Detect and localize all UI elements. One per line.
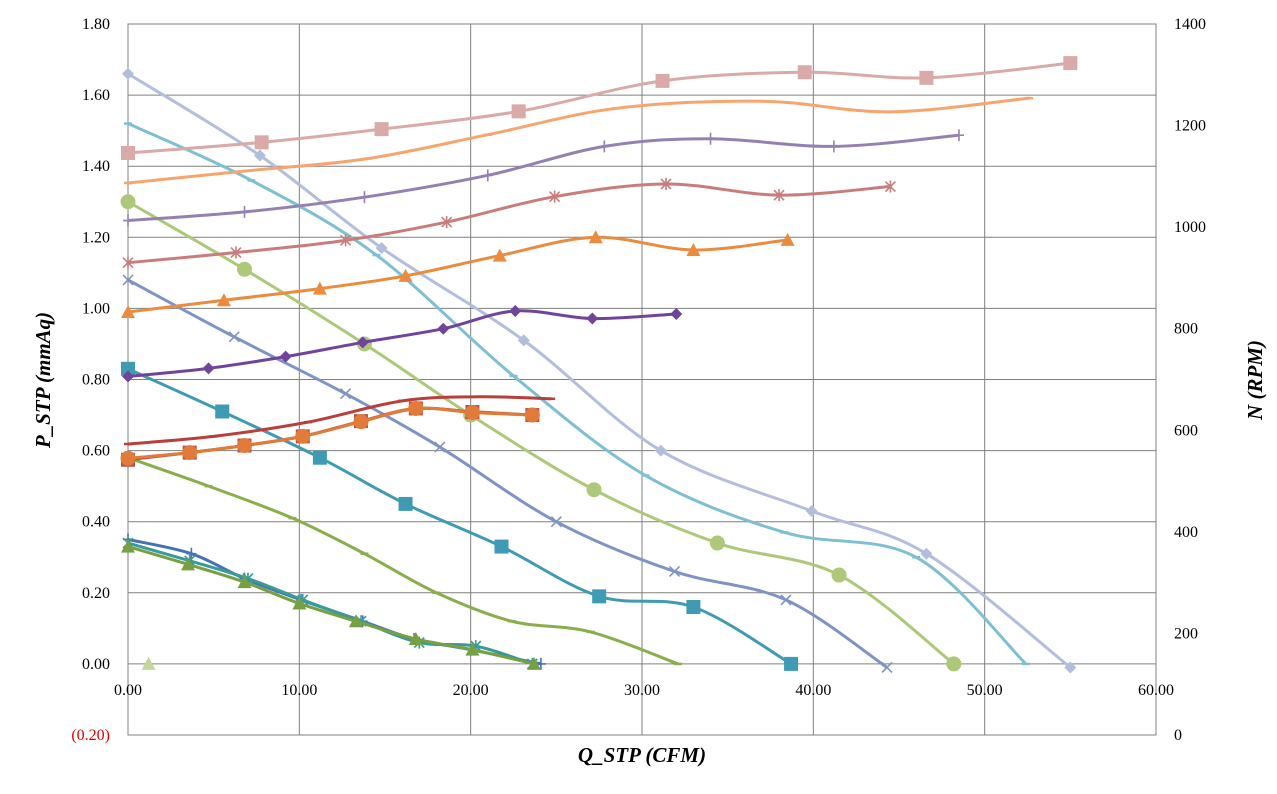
data-point — [359, 191, 369, 203]
data-point — [686, 600, 700, 614]
data-point — [123, 215, 133, 227]
data-point — [586, 313, 598, 325]
plot-area — [121, 56, 1078, 673]
y2-tick-label: 1000 — [1174, 219, 1206, 236]
y-axis-title: P_STP (mmAq) — [31, 312, 55, 449]
y-tick-label: 1.20 — [82, 229, 110, 246]
chart: (0.20) 0.00 0.20 0.40 0.60 0.80 1.00 1.20 1.40 1.… — [0, 0, 1277, 794]
data-point — [710, 536, 725, 551]
data-point — [525, 408, 540, 423]
x-axis-title: Q_STP (CFM) — [578, 743, 706, 767]
x-tick-label: 30.00 — [624, 682, 660, 699]
y2-tick-label: 1200 — [1174, 118, 1206, 135]
data-point — [408, 401, 423, 416]
x-tick-label: 40.00 — [795, 682, 831, 699]
grid — [128, 24, 1156, 735]
y-tick-label: 1.40 — [82, 158, 110, 175]
y2-tick-label: 400 — [1174, 524, 1198, 541]
data-point — [229, 332, 239, 342]
data-point — [203, 362, 215, 374]
data-point — [1063, 56, 1077, 70]
data-point — [399, 497, 413, 511]
data-point — [512, 104, 526, 118]
series-line — [128, 397, 551, 444]
data-point — [656, 74, 670, 88]
y2-tick-label: 0 — [1174, 727, 1182, 744]
data-point — [784, 657, 798, 671]
series-N4 — [123, 178, 895, 269]
x-tick-label: 20.00 — [453, 682, 489, 699]
series-line — [128, 74, 1070, 668]
series-N7 — [124, 397, 555, 444]
y-tick-label: 0.20 — [82, 585, 110, 602]
data-point — [592, 589, 606, 603]
y2-tick-label: 600 — [1174, 422, 1198, 439]
y-tick-label: 1.00 — [82, 300, 110, 317]
data-point — [946, 656, 961, 671]
data-point — [341, 389, 351, 399]
y-tick-label: 0.00 — [82, 656, 110, 673]
data-point — [798, 65, 812, 79]
data-point — [237, 262, 252, 277]
data-point — [313, 451, 327, 465]
y-tick-label: 0.40 — [82, 514, 110, 531]
data-point — [806, 505, 818, 517]
data-point — [121, 146, 135, 160]
y-tick-label: 0.80 — [82, 372, 110, 389]
data-point — [465, 405, 480, 420]
data-point — [495, 540, 509, 554]
data-point — [670, 308, 682, 320]
y2-tick-label: 200 — [1174, 625, 1198, 642]
data-point — [375, 122, 389, 136]
data-point — [509, 305, 521, 317]
series-P1 — [122, 68, 1076, 674]
data-point — [182, 445, 197, 460]
data-point — [215, 404, 229, 418]
data-point — [121, 451, 136, 466]
data-point — [237, 438, 252, 453]
x-tick-label: 10.00 — [281, 682, 317, 699]
x-tick-label: 50.00 — [967, 682, 1003, 699]
data-point — [255, 135, 269, 149]
series-line — [128, 280, 887, 667]
data-point — [954, 129, 964, 141]
data-point — [587, 482, 602, 497]
data-point — [295, 429, 310, 444]
x-tick-label: 60.00 — [1138, 682, 1174, 699]
series-P4 — [123, 275, 892, 672]
data-point — [437, 323, 449, 335]
data-point — [240, 206, 250, 218]
series-N5 — [121, 230, 795, 318]
y2-tick-label: 800 — [1174, 321, 1198, 338]
series-line — [128, 184, 890, 263]
data-point — [832, 568, 847, 583]
y2-axis-title: N (RPM) — [1243, 340, 1267, 421]
y-tick-label: 1.60 — [82, 87, 110, 104]
data-point — [919, 71, 933, 85]
data-point — [354, 414, 369, 429]
x-tick-label: 0.00 — [114, 682, 142, 699]
y-tick-label: 0.60 — [82, 443, 110, 460]
y-tick-label: (0.20) — [71, 727, 110, 744]
series-N10 — [121, 401, 540, 466]
data-point — [829, 140, 839, 152]
y-tick-label: 1.80 — [82, 16, 110, 33]
y2-tick-label: 1400 — [1174, 16, 1206, 33]
data-point — [121, 194, 136, 209]
data-point — [706, 133, 716, 145]
data-point — [599, 140, 609, 152]
data-point — [483, 169, 493, 181]
series-P7 — [123, 533, 546, 669]
